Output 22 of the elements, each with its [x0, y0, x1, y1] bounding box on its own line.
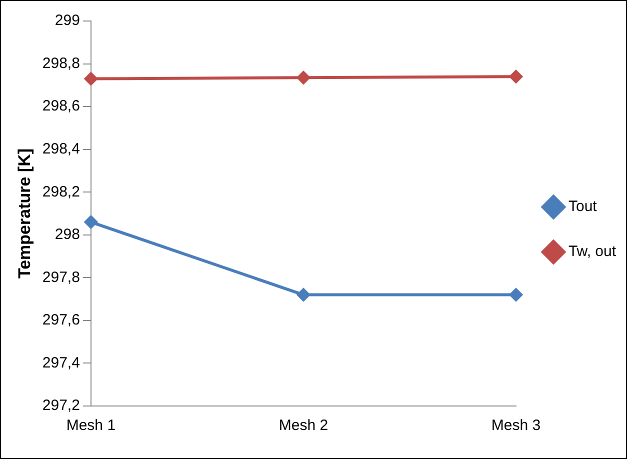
point	[509, 70, 522, 84]
y-tick-label: 298	[54, 226, 80, 244]
legend-label: Tout	[568, 198, 598, 216]
point	[296, 288, 310, 302]
point	[509, 288, 522, 302]
x-tick-label: Mesh 2	[278, 417, 328, 434]
y-tick-label: 298,4	[42, 140, 80, 158]
x-tick-label: Mesh 1	[66, 417, 116, 434]
y-tick-label: 297,8	[42, 268, 80, 286]
point	[84, 216, 98, 229]
point	[84, 72, 98, 86]
y-axis-title: Temperature [K]	[14, 148, 34, 279]
x-tick-label: Mesh 3	[491, 417, 541, 434]
y-tick-label: 298,6	[42, 98, 80, 115]
y-tick-label: 297,2	[42, 397, 80, 414]
y-tick-label: 298,2	[42, 183, 80, 200]
y-tick-label: 298,8	[42, 54, 80, 72]
y-tick-label: 299	[54, 12, 80, 30]
y-tick-label: 297,6	[42, 312, 80, 329]
legend-label: Tw, out	[568, 243, 617, 260]
y-tick-label: 297,4	[42, 354, 80, 372]
point	[296, 71, 310, 84]
